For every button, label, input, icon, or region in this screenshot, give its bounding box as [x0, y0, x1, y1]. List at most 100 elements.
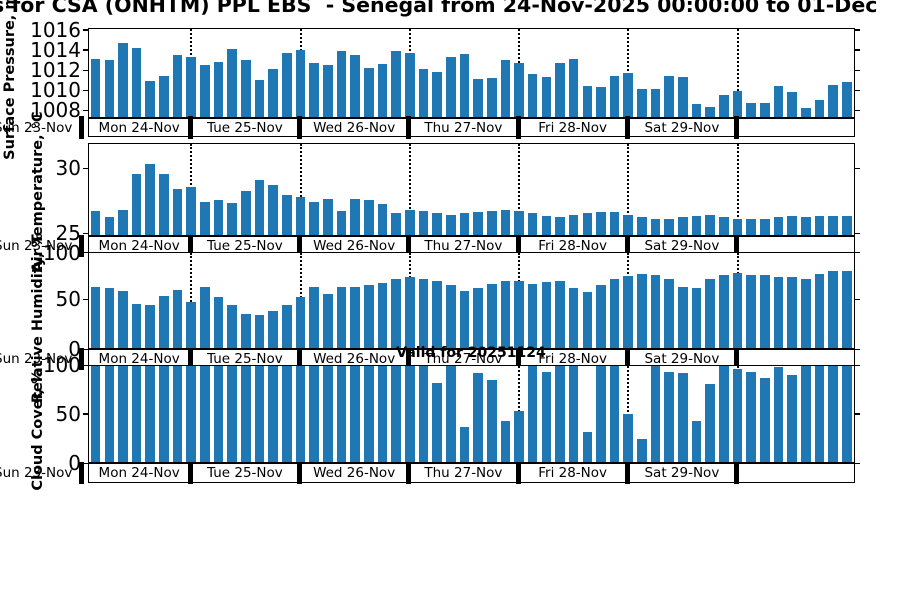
bar [418, 68, 429, 117]
y-tick-label: 1016 [30, 18, 81, 42]
bar [828, 270, 838, 349]
y-tick-left [83, 298, 88, 300]
bar [841, 365, 852, 463]
bar [841, 216, 852, 235]
bar [732, 369, 743, 463]
day-label: Sat 29-Nov [644, 238, 720, 254]
bar [241, 313, 251, 349]
bar [118, 365, 128, 463]
bar [801, 278, 811, 349]
bar [350, 54, 360, 117]
bar [295, 49, 306, 117]
bar [500, 280, 511, 349]
bar [650, 274, 661, 349]
y-tick-label: 100 [42, 353, 81, 378]
day-divider [78, 116, 84, 139]
bar [473, 372, 483, 463]
bar [432, 382, 442, 463]
bar [90, 210, 101, 235]
bar [227, 365, 238, 463]
day-label: Fri 28-Nov [538, 351, 608, 368]
day-divider [297, 461, 302, 485]
bar [268, 365, 278, 463]
day-gridline [518, 144, 521, 235]
bar [514, 280, 524, 349]
bar [145, 80, 156, 117]
day-label: Wed 26-Nov [313, 351, 396, 368]
bar [377, 365, 388, 463]
bar [350, 286, 360, 349]
bar [555, 217, 565, 235]
y-tick-left [83, 49, 88, 51]
bar [200, 365, 210, 463]
bar [527, 73, 538, 117]
bar [145, 365, 156, 463]
y-tick-right [855, 298, 860, 300]
day-gridline [627, 29, 630, 117]
bar [828, 365, 838, 463]
bar [568, 214, 579, 235]
bar [377, 63, 388, 117]
bar [241, 191, 251, 235]
day-gridline [190, 253, 193, 349]
day-label-outside: Sun 23-Nov [0, 238, 73, 254]
y-tick-left [83, 462, 88, 464]
day-divider [187, 347, 193, 371]
bar [254, 314, 265, 349]
bar [200, 64, 210, 117]
bar [309, 286, 319, 349]
bar [404, 52, 415, 117]
bar [760, 377, 770, 463]
bar [705, 214, 716, 235]
bar [541, 281, 552, 349]
day-gridline [736, 29, 739, 117]
bar [609, 75, 620, 117]
day-strip [88, 117, 855, 137]
y-tick-right [855, 413, 860, 415]
bar [582, 213, 593, 235]
day-divider [515, 116, 521, 139]
bar [159, 295, 169, 349]
bar [404, 276, 415, 349]
bar [773, 276, 784, 349]
bar [527, 283, 538, 349]
y-tick-right [855, 348, 860, 350]
day-gridline [408, 144, 411, 235]
figure-title: s for CSA (ONHTM) PPL EBS - Senegal from… [0, 0, 878, 17]
bar [159, 75, 169, 117]
bar [541, 76, 552, 117]
bar [323, 199, 333, 235]
bar [145, 164, 156, 235]
day-label: Tue 25-Nov [207, 238, 283, 254]
day-label-outside: Sun 23-Nov [0, 119, 73, 136]
bar [732, 90, 743, 117]
bar [555, 62, 565, 117]
bar [363, 365, 374, 463]
day-label: Thu 27-Nov [424, 238, 503, 254]
day-divider [624, 116, 630, 139]
bar [90, 365, 101, 463]
bar [568, 365, 579, 463]
bar [841, 270, 852, 349]
bar [650, 365, 661, 463]
bar [801, 365, 811, 463]
y-tick-right [855, 109, 860, 112]
bar [664, 75, 675, 117]
bar [186, 301, 197, 349]
day-divider [515, 461, 521, 485]
bar [787, 216, 797, 235]
y-tick-right [855, 49, 860, 51]
bar [514, 410, 524, 463]
bar [719, 217, 729, 235]
bar [486, 283, 497, 349]
day-divider [187, 234, 193, 257]
day-divider [734, 234, 740, 257]
bar [213, 61, 224, 117]
day-label: Fri 28-Nov [538, 119, 608, 136]
bar [282, 52, 292, 117]
bar [609, 365, 620, 463]
bar [459, 290, 470, 349]
bar [432, 280, 442, 349]
bar [596, 365, 606, 463]
bar [609, 278, 620, 349]
